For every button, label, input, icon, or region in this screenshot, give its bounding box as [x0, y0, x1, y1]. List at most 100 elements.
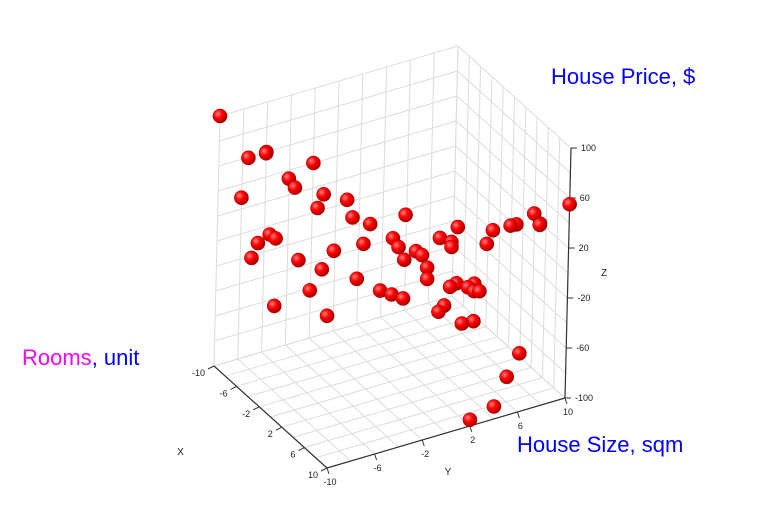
x-tick-label: -2 [242, 409, 250, 419]
data-point [391, 239, 406, 255]
side-wall-grid-line [530, 117, 538, 368]
x-tick-label: -10 [192, 368, 205, 378]
back-wall-grid-line [403, 59, 411, 311]
data-point [349, 271, 365, 287]
back-wall-grid-line [219, 70, 458, 142]
z-tick-label: -20 [577, 293, 590, 303]
back-wall-grid-line [219, 45, 459, 117]
z-tick-label: 60 [580, 193, 590, 203]
side-wall-grid-line [519, 107, 527, 358]
data-point [419, 271, 435, 287]
y-tick-label: -6 [374, 463, 382, 473]
z-tick-label: 100 [581, 143, 596, 153]
z-tick-label: -100 [575, 393, 593, 403]
data-point [314, 262, 330, 277]
x-tick-mark [230, 385, 237, 390]
data-point [479, 236, 495, 252]
y-tick-mark [516, 411, 520, 419]
side-wall-grid-line [541, 127, 549, 378]
z-tick-label: -60 [576, 343, 589, 353]
x-tick-mark [320, 467, 328, 472]
y-tick-mark [374, 453, 378, 461]
data-point [462, 412, 478, 428]
data-point [234, 190, 249, 205]
y-axis-title: Y [445, 467, 452, 478]
z-axis-line [564, 147, 572, 399]
rooms-word: Rooms [22, 345, 92, 370]
data-point [258, 145, 274, 161]
floor-grid-line [315, 387, 554, 459]
data-point [356, 236, 371, 252]
y-tick-label: -10 [323, 477, 336, 487]
back-wall-grid-line [380, 66, 388, 318]
data-point [302, 283, 318, 298]
y-axis-line [326, 397, 566, 469]
y-tick-mark [421, 439, 425, 447]
data-point [287, 180, 303, 195]
floor-grid-line [332, 330, 447, 434]
data-point [414, 247, 430, 263]
data-point [316, 187, 331, 202]
y-tick-mark [326, 467, 330, 475]
grid-walls [213, 45, 572, 469]
x-axis-title: X [177, 447, 184, 458]
data-point [503, 218, 518, 233]
house-size-annotation: House Size, sqm [517, 432, 683, 458]
back-wall-grid-line [217, 145, 456, 217]
unit-word: , unit [91, 345, 140, 370]
floor-grid-line [304, 377, 543, 449]
side-wall-grid-line [457, 70, 571, 174]
data-point [562, 196, 577, 212]
data-point [532, 217, 548, 233]
data-point [212, 108, 228, 124]
data-point [339, 192, 355, 208]
data-point [266, 298, 282, 314]
data-point [241, 150, 256, 166]
tick-labels: -10-6-22610-10-6-22610-100-60-202060100X… [177, 143, 607, 487]
z-axis-title: Z [601, 268, 607, 279]
data-point [319, 308, 335, 324]
x-axis-line [213, 365, 328, 469]
y-tick-label: 2 [470, 435, 475, 445]
rooms-annotation: Rooms, unit [22, 345, 139, 371]
data-point [268, 231, 283, 246]
x-tick-mark [207, 365, 215, 370]
back-wall-grid-line [218, 95, 457, 167]
data-point [244, 250, 259, 266]
house-price-text: House Price, $ [551, 64, 696, 89]
x-tick-label: 6 [290, 450, 295, 460]
data-point [345, 210, 360, 225]
x-tick-mark [252, 406, 260, 411]
data-point [450, 219, 466, 235]
side-wall-grid-line [457, 45, 572, 149]
data-point [291, 252, 306, 268]
x-tick-label: -6 [220, 388, 228, 398]
back-wall-grid-line [216, 170, 456, 242]
y-tick-label: 6 [518, 421, 523, 431]
data-point [442, 279, 458, 295]
data-point [398, 207, 413, 223]
side-wall-grid-line [456, 95, 571, 199]
floor-grid-line [292, 366, 532, 438]
floor-grid-line [380, 316, 494, 420]
data-point [396, 252, 412, 268]
data-point [306, 155, 321, 171]
back-wall-grid-line [218, 120, 457, 192]
data-point [326, 243, 342, 259]
floor-grid-line [356, 323, 471, 427]
back-wall-grid-line [356, 73, 364, 325]
data-point [485, 222, 501, 238]
data-point [250, 235, 266, 251]
house-size-text: House Size, sqm [517, 432, 684, 457]
side-wall-grid-line [553, 137, 561, 388]
floor-grid-line [281, 356, 520, 428]
y-tick-label: 10 [563, 407, 573, 417]
data-point [486, 399, 502, 414]
floor-grid-line [404, 309, 518, 413]
data-point [395, 291, 411, 306]
side-wall-grid-line [455, 120, 570, 224]
floor-grid-line [427, 302, 542, 406]
data-point [431, 304, 446, 320]
house-price-annotation: House Price, $ [551, 64, 695, 90]
